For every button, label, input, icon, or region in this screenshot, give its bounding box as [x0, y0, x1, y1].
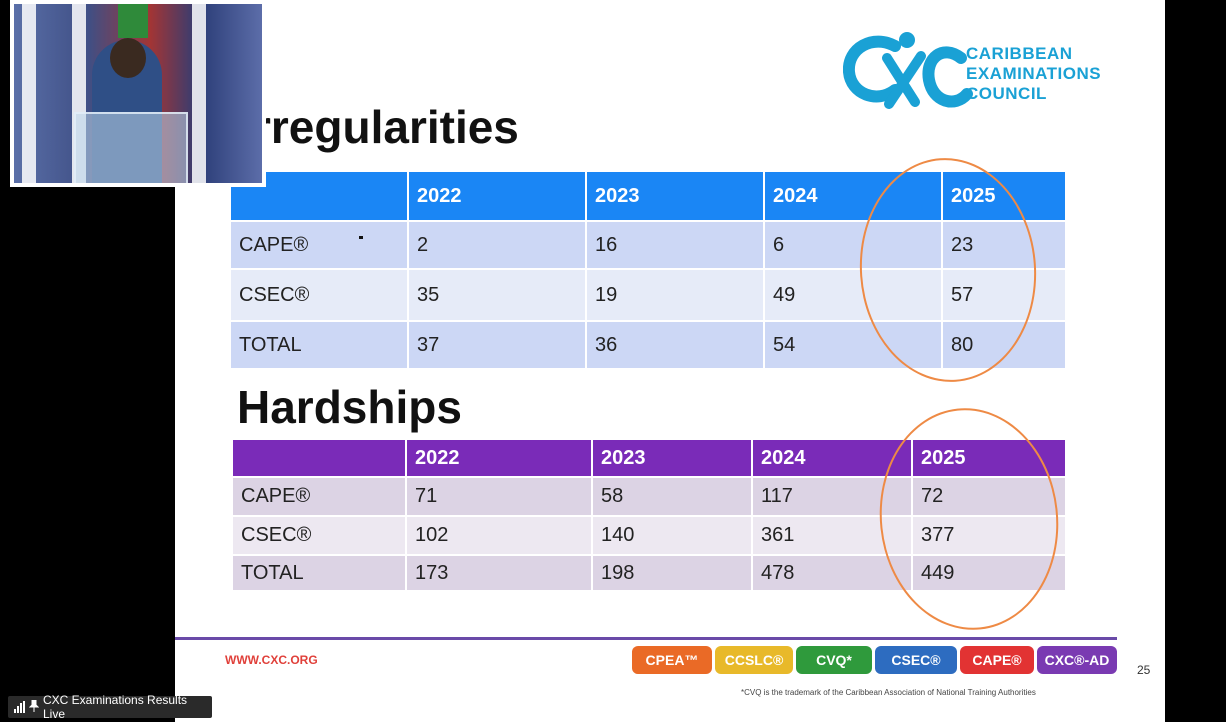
table-header-row: 2022 2023 2024 2025 — [233, 440, 1065, 476]
backdrop-stripe — [22, 4, 36, 183]
table-row: CSEC® 35 19 49 57 — [231, 270, 1065, 320]
table-cell: 23 — [943, 222, 1065, 268]
table-cell: TOTAL — [231, 322, 407, 368]
presentation-slide: rregularities CARIBBEAN EXAMINATIONS COU… — [175, 0, 1165, 722]
irregularities-heading: rregularities — [253, 101, 519, 153]
logo-line-3: COUNCIL — [966, 84, 1047, 103]
highlight-circle-2025-hardships — [868, 399, 1070, 639]
exam-badges: CPEA™ CCSLC® CVQ* CSEC® CAPE® CXC®-AD — [632, 646, 1117, 674]
header-cell: 2022 — [407, 440, 591, 476]
cxc-logo-mark — [842, 32, 973, 109]
table-cell: 35 — [409, 270, 585, 320]
header-cell: 2023 — [587, 172, 763, 220]
table-cell: 117 — [753, 478, 911, 515]
exam-badge: CVQ* — [796, 646, 872, 674]
page-number: 25 — [1137, 663, 1151, 677]
header-cell: 2025 — [913, 440, 1065, 476]
table-cell: 80 — [943, 322, 1065, 368]
table-cell: 449 — [913, 556, 1065, 590]
pin-icon[interactable] — [28, 699, 40, 715]
table-row: TOTAL 173 198 478 449 — [233, 556, 1065, 590]
cxc-logo — [842, 28, 1123, 116]
header-cell: 2024 — [753, 440, 911, 476]
table-cell: CSEC® — [233, 517, 405, 554]
table-header-row: 2022 2023 2024 2025 — [231, 172, 1065, 220]
table-cell: 49 — [765, 270, 941, 320]
hardships-heading: Hardships — [237, 381, 462, 433]
footer-url: WWW.CXC.ORG — [225, 653, 318, 667]
footnote: *CVQ is the trademark of the Caribbean A… — [741, 688, 1036, 697]
table-cell: 16 — [587, 222, 763, 268]
logo-line-2: EXAMINATIONS — [966, 64, 1102, 83]
meeting-status-bar[interactable]: CXC Examinations Results Live — [8, 693, 212, 721]
table-cell: 71 — [407, 478, 591, 515]
table-row: CAPE® 2 16 6 23 — [231, 222, 1065, 268]
table-cell: 37 — [409, 322, 585, 368]
backdrop-stripe — [192, 4, 206, 183]
table-cell: TOTAL — [233, 556, 405, 590]
exam-badge: CCSLC® — [715, 646, 793, 674]
table-row: TOTAL 37 36 54 80 — [231, 322, 1065, 368]
table-cell: 102 — [407, 517, 591, 554]
exam-badge: CXC®-AD — [1037, 646, 1117, 674]
table-cell: 36 — [587, 322, 763, 368]
table-cell: 6 — [765, 222, 941, 268]
mouse-pointer-mark — [359, 236, 363, 239]
meeting-title: CXC Examinations Results Live — [43, 693, 188, 721]
speaker-video-thumbnail[interactable] — [10, 0, 266, 187]
table-cell: 377 — [913, 517, 1065, 554]
header-cell: 2025 — [943, 172, 1065, 220]
cxc-logo-text: CARIBBEAN EXAMINATIONS COUNCIL — [966, 44, 1101, 104]
table-cell: 2 — [409, 222, 585, 268]
header-cell: 2024 — [765, 172, 941, 220]
table-cell: 58 — [593, 478, 751, 515]
irregularities-table: 2022 2023 2024 2025 CAPE® 2 16 6 23 CSEC… — [229, 170, 1067, 370]
logo-line-1: CARIBBEAN — [966, 44, 1073, 63]
table-cell: 72 — [913, 478, 1065, 515]
podium — [74, 112, 188, 183]
table-cell: 361 — [753, 517, 911, 554]
table-cell: 478 — [753, 556, 911, 590]
header-cell: 2023 — [593, 440, 751, 476]
table-cell: 173 — [407, 556, 591, 590]
table-cell: CAPE® — [231, 222, 407, 268]
header-cell: 2022 — [409, 172, 585, 220]
table-row: CAPE® 71 58 117 72 — [233, 478, 1065, 515]
table-cell: 19 — [587, 270, 763, 320]
table-row: CSEC® 102 140 361 377 — [233, 517, 1065, 554]
exam-badge: CSEC® — [875, 646, 957, 674]
table-cell: CAPE® — [233, 478, 405, 515]
exam-badge: CAPE® — [960, 646, 1034, 674]
table-cell: 57 — [943, 270, 1065, 320]
signal-strength-icon — [14, 701, 25, 713]
table-cell: CSEC® — [231, 270, 407, 320]
exam-badge: CPEA™ — [632, 646, 712, 674]
table-cell: 54 — [765, 322, 941, 368]
speaker-head — [110, 38, 146, 78]
footer-divider — [175, 637, 1117, 640]
table-cell: 198 — [593, 556, 751, 590]
flag — [118, 4, 148, 38]
header-cell — [233, 440, 405, 476]
hardships-table: 2022 2023 2024 2025 CAPE® 71 58 117 72 C… — [231, 438, 1067, 592]
table-cell: 140 — [593, 517, 751, 554]
